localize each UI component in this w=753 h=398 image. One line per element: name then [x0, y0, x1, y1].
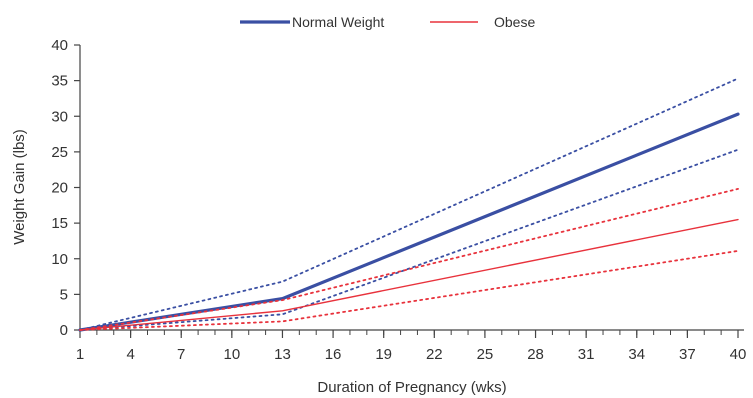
legend-label-obese: Obese [494, 14, 535, 30]
x-tick-label: 19 [375, 346, 392, 363]
x-tick-label: 13 [274, 346, 291, 363]
y-tick-label: 20 [51, 180, 68, 197]
y-tick-label: 10 [51, 251, 68, 268]
y-axis-title: Weight Gain (lbs) [11, 129, 28, 245]
x-tick-label: 10 [224, 346, 241, 363]
axes: 0 5 10 15 20 25 30 35 40 1 4 7 10 13 16 19 22 25 28 31 34 37 4… [51, 37, 746, 363]
series-line-2 [79, 148, 739, 331]
y-tick-label: 35 [51, 73, 68, 90]
series-layer [78, 77, 740, 332]
x-axis-title: Duration of Pregnancy (wks) [317, 379, 506, 396]
x-tick-label: 16 [325, 346, 342, 363]
x-tick-label: 1 [76, 346, 84, 363]
y-tick-label: 30 [51, 108, 68, 125]
x-tick-label: 34 [628, 346, 645, 363]
series-line-normal-weight [78, 112, 740, 332]
x-tick-label: 4 [126, 346, 134, 363]
series-line-1 [79, 77, 739, 331]
x-tick-label: 25 [477, 346, 494, 363]
x-tick-label: 40 [730, 346, 747, 363]
series-line-obese [79, 218, 739, 331]
y-tick-label: 0 [60, 322, 68, 339]
legend: Normal Weight Obese [240, 14, 535, 30]
x-tick-label: 37 [679, 346, 696, 363]
y-tick-label: 40 [51, 37, 68, 54]
y-tick-label: 5 [60, 286, 68, 303]
series-line-4 [79, 187, 739, 331]
legend-label-normal-weight: Normal Weight [292, 14, 384, 30]
series-line-5 [79, 249, 739, 331]
y-tick-label: 15 [51, 215, 68, 232]
x-tick-label: 7 [177, 346, 185, 363]
y-tick-label: 25 [51, 144, 68, 161]
x-tick-label: 28 [527, 346, 544, 363]
x-tick-label: 31 [578, 346, 595, 363]
x-tick-label: 22 [426, 346, 443, 363]
